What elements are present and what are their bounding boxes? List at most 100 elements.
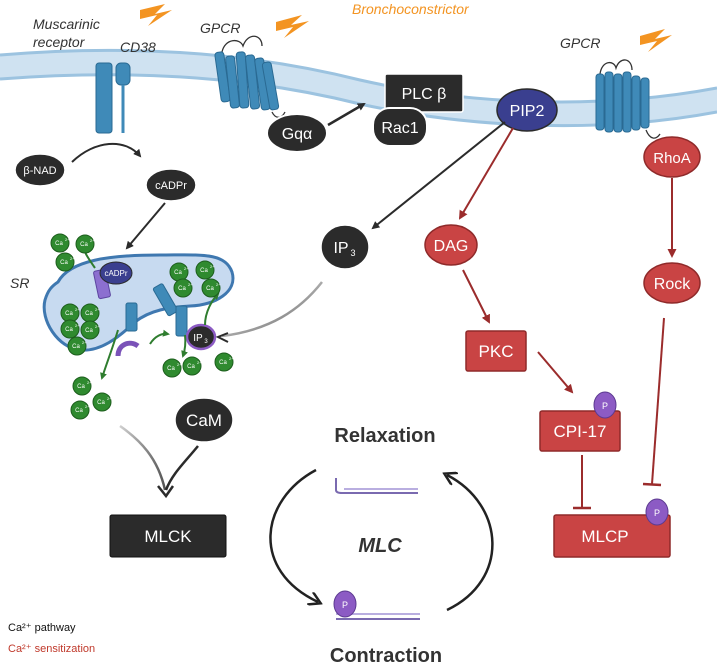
sr-label: SR [10, 275, 29, 291]
arrowhead [215, 332, 229, 343]
gpcr-label: GPCR [560, 35, 600, 51]
calcium-ion-sup: 2+ [75, 323, 80, 328]
calcium-ion: Ca2+ [55, 252, 75, 272]
beta-nad-node: β-NAD [14, 153, 66, 187]
dag-node: DAG [424, 224, 478, 266]
lightning-icon [140, 4, 172, 26]
calcium-ion-label: Ca [174, 270, 182, 276]
calcium-ion-label: Ca [85, 311, 93, 317]
ip3-sr-node: IP 3 [185, 323, 217, 351]
cd38-protein [115, 62, 131, 133]
calcium-ion-label: Ca [80, 242, 88, 248]
calcium-ion-sup: 2+ [65, 237, 70, 242]
rock-node: Rock [643, 262, 701, 304]
calcium-ion-label: Ca [65, 327, 73, 333]
arrow-pip2-to-dag [458, 127, 514, 220]
cd38-label: CD38 [120, 39, 156, 55]
calcium-ion: Ca2+ [50, 233, 70, 253]
cadpr-label: cADPr [155, 180, 187, 192]
svg-text:P: P [654, 508, 660, 518]
cam-node: CaM [174, 397, 234, 443]
inhibition-rock-to-mlcp [642, 317, 665, 487]
rhoa-node: RhoA [643, 136, 701, 178]
calcium-ion: Ca2+ [173, 278, 193, 298]
calcium-ion-sup: 2+ [95, 307, 100, 312]
inhibition-cpi17-to-mlcp [573, 455, 591, 510]
calcium-ion-sup: 2+ [90, 238, 95, 243]
cadpr-sr-label: cADPr [104, 269, 127, 278]
cpi17-label: CPI-17 [554, 422, 607, 441]
calcium-ion: Ca2+ [182, 356, 202, 376]
calcium-ion: Ca2+ [67, 336, 87, 356]
calcium-ion: Ca2+ [75, 234, 95, 254]
arrow-contraction-to-relaxation [447, 475, 494, 612]
calcium-ion-sup: 2+ [197, 360, 202, 365]
calcium-ion-sup: 2+ [188, 282, 193, 287]
gq-alpha-label: Gqα [282, 126, 313, 143]
lightning-icon [276, 15, 309, 38]
arrow-cadpr-to-sr [125, 202, 166, 250]
cadpr-sr-node: cADPr [99, 261, 133, 285]
calcium-ion-label: Ca [75, 408, 83, 414]
calcium-ion-label: Ca [77, 384, 85, 390]
legend-ca-sensitization: Ca²⁺ sensitization [8, 643, 95, 655]
calcium-ion: Ca2+ [80, 320, 100, 340]
calcium-ion-label: Ca [187, 364, 195, 370]
ip3-sub: 3 [350, 248, 355, 258]
calcium-ion: Ca2+ [162, 358, 182, 378]
pip2-label: PIP2 [510, 103, 545, 120]
gq-alpha-node: Gqα [266, 113, 328, 153]
cam-label: CaM [186, 411, 222, 430]
calcium-ion-label: Ca [178, 286, 186, 292]
arrow-pkc-to-cpi17 [537, 351, 574, 394]
calcium-ions: Ca2+Ca2+Ca2+Ca2+ Ca2+Ca2+Ca2+Ca2+Ca2+Ca2+… [50, 233, 234, 420]
arrow-to-mlck [119, 424, 167, 491]
pkc-node: PKC [465, 330, 527, 372]
ip3-sr-sub: 3 [204, 339, 208, 345]
muscarinic-receptor [95, 62, 113, 134]
calcium-ion-sup: 2+ [75, 307, 80, 312]
calcium-ion-label: Ca [65, 311, 73, 317]
calcium-ion-label: Ca [200, 268, 208, 274]
bronchoconstrictor-label: Bronchoconstrictor [352, 1, 470, 17]
calcium-ion-label: Ca [167, 366, 175, 372]
rock-label: Rock [654, 276, 691, 293]
calcium-ion-sup: 2+ [216, 282, 221, 287]
pip2-node: PIP2 [496, 88, 558, 132]
calcium-ion-label: Ca [219, 360, 227, 366]
calcium-ion-sup: 2+ [184, 266, 189, 271]
contraction-label: Contraction [330, 645, 442, 664]
cadpr-node: cADPr [145, 168, 197, 202]
mlck-label: MLCK [144, 527, 192, 546]
calcium-ion: Ca2+ [72, 376, 92, 396]
legend-ca-pathway: Ca²⁺ pathway [8, 622, 76, 634]
muscarinic-receptor-label: Muscarinic [33, 16, 100, 32]
beta-nad-label: β-NAD [23, 165, 56, 177]
svg-text:P: P [342, 600, 348, 610]
dag-label: DAG [434, 238, 469, 255]
calcium-ion-sup: 2+ [107, 396, 112, 401]
rac1-label: Rac1 [381, 120, 418, 137]
cpi17-node: CPI-17 [539, 410, 621, 452]
calcium-ion-sup: 2+ [95, 324, 100, 329]
calcium-ion-sup: 2+ [87, 380, 92, 385]
gpcr-receptor-right [595, 59, 661, 139]
arrowhead [157, 485, 175, 499]
arrow-ip3-to-sr [221, 281, 323, 338]
ip3-sr-label: IP [193, 333, 203, 344]
ip3-receptor-channel [125, 283, 188, 337]
arrow-relaxation-to-contraction [269, 468, 318, 602]
arrow-gq-to-plc [327, 102, 366, 127]
pkc-label: PKC [479, 342, 514, 361]
calcium-ion-label: Ca [85, 328, 93, 334]
arrow-bnad-to-cadpr [71, 143, 142, 163]
phospho-badge: P [333, 590, 357, 618]
phospho-badge: P [645, 498, 669, 526]
mlc-label: MLC [358, 535, 402, 557]
calcium-ion-sup: 2+ [229, 356, 234, 361]
calcium-ion: Ca2+ [214, 352, 234, 372]
calcium-ion-sup: 2+ [70, 256, 75, 261]
calcium-ion-sup: 2+ [82, 340, 87, 345]
serca-pump [115, 340, 140, 357]
arrow-cam-to-mlck [164, 445, 199, 491]
